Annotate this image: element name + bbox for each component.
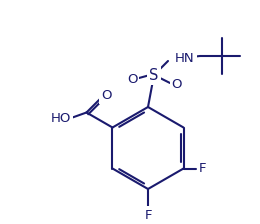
Text: O: O <box>101 89 112 102</box>
Text: HN: HN <box>175 52 195 65</box>
Text: F: F <box>199 162 206 175</box>
Text: O: O <box>127 73 137 86</box>
Text: O: O <box>172 78 182 90</box>
Text: F: F <box>144 209 152 222</box>
Text: S: S <box>149 67 159 82</box>
Text: HO: HO <box>50 112 71 125</box>
